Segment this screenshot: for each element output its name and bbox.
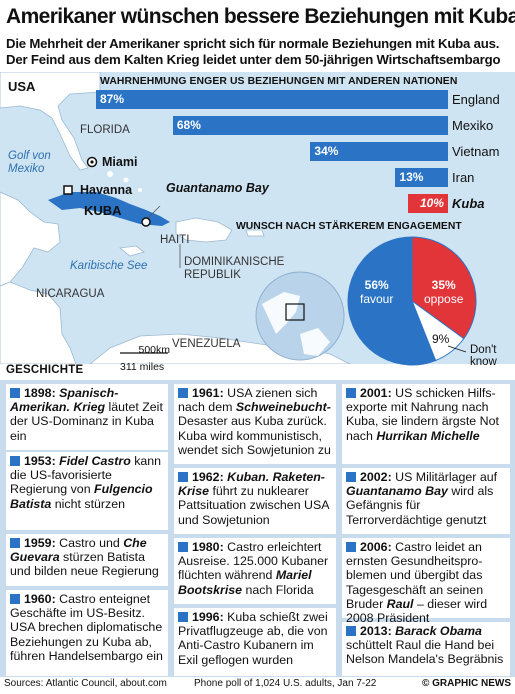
pie-value-favour: 56% [364,278,389,292]
page-subtitle: Die Mehrheit der Amerikaner spricht sich… [6,36,511,68]
timeline-year: 1959: [24,536,56,550]
timeline-card-1961: 1961: USA zienen sich nach dem Schweineb… [174,384,336,464]
page-title: Amerikaner wünschen bessere Beziehungen … [6,5,515,28]
bar-iran: 13% [395,168,448,187]
label-venezuela: VENEZUELA [172,338,241,350]
label-dominican-line2: REPUBLIK [184,269,241,281]
bar-england: 87% [96,90,448,109]
timeline-highlight: Hurrikan Michelle [376,428,480,443]
timeline-highlight: Schweinebucht- [235,400,331,415]
footer-poll: Phone poll of 1,024 U.S. adults, Jan 7-2… [194,678,377,689]
timeline-card-1996: 1996: Kuba schießt zwei Privatflugzeuge … [174,608,336,676]
footer-logo: © GRAPHIC NEWS [421,678,511,689]
pie-label-favour: 56% favour [360,278,393,306]
bullet-square-icon [346,542,356,552]
timeline-year: 1898: [24,386,56,400]
label-kuba: KUBA [84,203,122,218]
timeline-year: 1961: [192,386,224,400]
pie-category-favour: favour [360,292,394,306]
label-dominican-line1: DOMINIKANISCHE [184,256,285,268]
bullet-square-icon [10,594,20,604]
timeline-highlight: Mariel Bootskrise [178,568,312,597]
timeline-heading: GESCHICHTE [6,364,84,376]
timeline-highlight: Spanisch-Amerikan. Krieg [10,386,119,415]
bullet-square-icon [10,538,20,548]
bar-mexiko: 68% [172,116,448,135]
label-miami: Miami [102,155,138,169]
timeline-year: 1962: [192,470,224,484]
bullet-square-icon [178,612,188,622]
bar-label-kuba: Kuba [452,196,485,211]
timeline-highlight: Fidel Castro [59,454,131,468]
bullet-square-icon [178,388,188,398]
timeline-highlight: Raul [386,596,414,611]
timeline-highlight: Che Guevara [10,536,147,565]
label-haiti: HAITI [160,234,190,246]
label-karibische-see: Karibische See [70,260,148,272]
bar-label-england: England [452,92,500,107]
timeline-year: 2001: [360,386,392,400]
bullet-square-icon [346,388,356,398]
label-dominican: DOMINIKANISCHE REPUBLIK [184,256,284,282]
timeline-card-1898: 1898: Spanisch-Amerikan. Krieg läutet Ze… [6,384,168,450]
label-havanna: Havanna [80,183,133,197]
subtitle-line-1: Die Mehrheit der Amerikaner spricht sich… [6,36,500,51]
pie-category-dontknow: Don't know [470,344,497,368]
timeline: 1898: Spanisch-Amerikan. Krieg läutet Ze… [0,380,515,677]
timeline-card-1962: 1962: Kuban. Raketen-Krise führt zu nukl… [174,468,336,534]
bullet-square-icon [10,388,20,398]
timeline-card-2006: 2006: Castro leidet an ernsten Gesundhei… [342,538,510,625]
label-florida: FLORIDA [80,124,130,136]
scale-miles: 311 miles [120,361,165,373]
label-golf-line2: Mexiko [8,163,45,175]
label-guantanamo: Guantanamo Bay [166,181,269,195]
timeline-highlight: Fulgencio Batista [10,482,153,511]
bullet-square-icon [346,472,356,482]
timeline-year: 1980: [192,540,224,554]
footer-sources: Sources: Atlantic Council, about.com [4,678,167,689]
timeline-card-2001: 2001: US schicken Hilfs-exporte mit Nahr… [342,384,510,464]
bullet-square-icon [178,472,188,482]
timeline-card-2013: 2013: Barack Obama schüttelt Raul die Ha… [342,622,510,676]
timeline-highlight: Guantanamo Bay [346,484,448,499]
timeline-year: 2002: [360,470,392,484]
pie-value-oppose: 35% [431,278,456,292]
bullet-square-icon [346,626,356,636]
label-golf-line1: Golf von [8,150,51,162]
timeline-card-1953: 1953: Fidel Castro kann die US-favorisie… [6,452,168,530]
label-usa: USA [8,79,36,94]
pie-category-oppose: oppose [424,292,464,306]
timeline-year: 2013: [360,624,392,638]
scale-km: 500km [138,344,170,356]
bar-vietnam: 34% [310,142,448,161]
timeline-card-1959: 1959: Castro und Che Guevara stürzen Bat… [6,534,168,586]
bar-label-iran: Iran [452,170,475,185]
timeline-year: 1996: [192,610,224,624]
timeline-year: 1960: [24,592,56,606]
map-land-shapes [0,72,351,364]
pie-chart-title: Wunsch nach Stärkerem Engagement [236,221,462,232]
timeline-card-1980: 1980: Castro erleichtert Ausreise. 125.0… [174,538,336,604]
bar-chart-title: Wahrnehmung enger US Beziehungen mit And… [100,76,458,87]
timeline-year: 2006: [360,540,392,554]
timeline-card-2002: 2002: US Militärlager auf Guantanamo Bay… [342,468,510,534]
pie-label-oppose: 35% oppose [424,278,463,306]
label-nicaragua: NICARAGUA [36,288,105,300]
label-golf: Golf von Mexiko [8,150,51,176]
bar-kuba: 10% [407,194,448,213]
timeline-highlight: Kuban. Raketen-Krise [178,470,325,499]
timeline-card-1960: 1960: Castro enteignet Geschäfte im US-B… [6,590,168,676]
pie-label-dontknow: 9% [432,332,450,346]
bar-label-mexiko: Mexiko [452,118,494,133]
bar-label-vietnam: Vietnam [452,144,500,159]
map-scale: 500km 311 miles [120,344,170,373]
timeline-highlight: Barack Obama [395,624,482,638]
bullet-square-icon [10,456,20,466]
bullet-square-icon [178,542,188,552]
subtitle-line-2: Der Feind aus dem Kalten Krieg leidet un… [6,52,501,67]
timeline-year: 1953: [24,454,56,468]
